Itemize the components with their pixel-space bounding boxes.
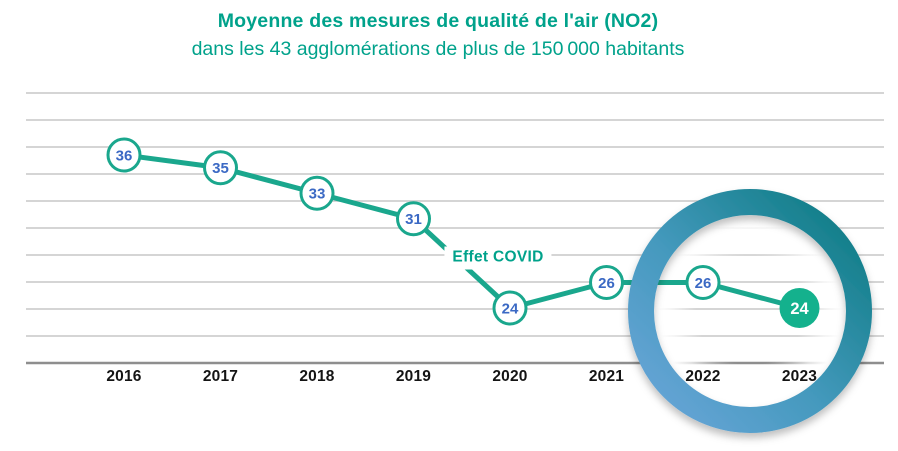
year-label-2023: 2023: [781, 368, 818, 385]
data-point-2017: [203, 150, 238, 186]
covid-annotation: Effet COVID: [444, 246, 552, 270]
data-point-2022: [685, 265, 721, 300]
year-label-2018: 2018: [299, 368, 335, 385]
data-point-2018: [299, 175, 335, 211]
year-label-2021: 2021: [588, 368, 625, 385]
year-label-2022: 2022: [685, 368, 721, 385]
data-point-value-2018: 33: [309, 186, 326, 203]
year-label-2017: 2017: [202, 368, 239, 385]
data-point-2023: [779, 288, 820, 328]
data-point-value-2022: 26: [695, 275, 712, 292]
year-label-2020: 2020: [492, 368, 528, 385]
chart-title: Moyenne des mesures de qualité de l'air …: [217, 10, 659, 32]
data-point-value-2017: 35: [212, 160, 229, 177]
data-point-2019: [396, 201, 431, 237]
chart-subtitle: dans les 43 agglomérations de plus de 15…: [191, 38, 685, 61]
data-point-value-2023: 24: [790, 300, 809, 318]
data-point-2020: [492, 290, 528, 326]
chart-header: Moyenne des mesures de qualité de l'air …: [0, 9, 876, 63]
year-label-2019: 2019: [395, 368, 432, 385]
data-point-value-2016: 36: [116, 147, 133, 164]
data-point-value-2021: 26: [598, 275, 615, 292]
data-point-value-2019: 31: [405, 211, 422, 228]
data-point-2016: [106, 137, 142, 173]
highlight-ring: [628, 189, 872, 433]
year-label-2016: 2016: [106, 368, 142, 385]
data-point-value-2020: 24: [502, 300, 519, 317]
highlight-ring-inner-glow: [652, 213, 848, 409]
data-point-2021: [589, 265, 624, 300]
